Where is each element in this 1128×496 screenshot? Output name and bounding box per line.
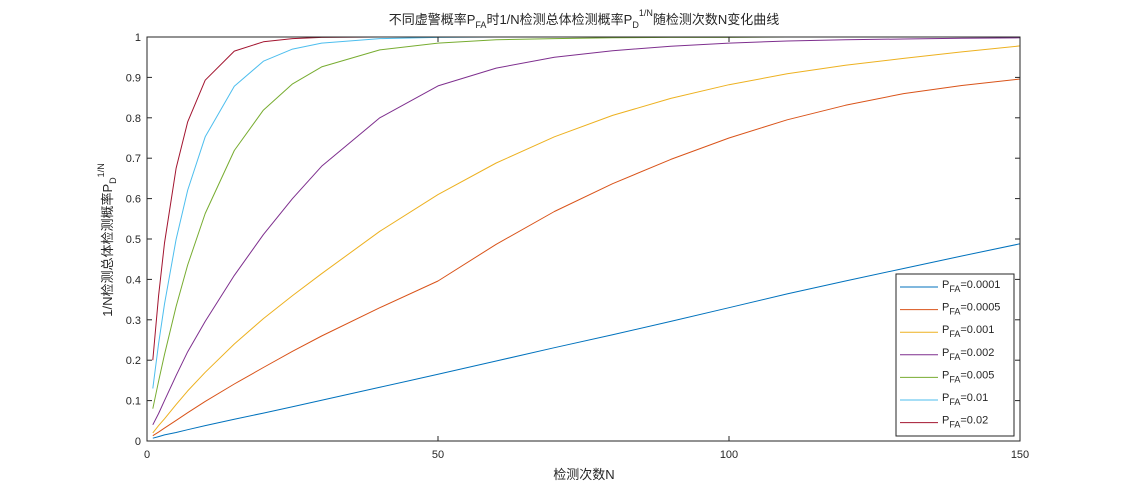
legend-label-2: PFA=0.0005 — [942, 302, 1000, 317]
series-line-2 — [152, 78, 1021, 437]
y-tick-label: 0.8 — [126, 113, 141, 125]
chart-title: 不同虚警概率PFA时1/N检测总体检测概率PD1/N随检测次数N变化曲线 — [389, 8, 780, 30]
legend-label-4: PFA=0.002 — [942, 347, 994, 362]
y-tick-label: 0.7 — [126, 153, 141, 165]
y-tick-label: 0.9 — [126, 72, 141, 84]
axis-ticks: 0 50 100 150 0 0.1 0.2 0.3 0.4 0.5 0.6 0.7 0.8 0.9 1 — [126, 32, 1029, 461]
legend: PFA=0.0001 PFA=0.0005 PFA=0.001 PFA=0.002 PF… — [895, 273, 1015, 437]
series-line-3 — [152, 45, 1021, 434]
y-tick-label: 0 — [135, 436, 141, 448]
y-tick-label: 0.2 — [126, 355, 141, 367]
y-tick-label: 0.5 — [126, 234, 141, 246]
y-tick-label: 0.4 — [126, 274, 141, 286]
legend-label-1: PFA=0.0001 — [942, 279, 1000, 294]
x-tick-label: 0 — [144, 449, 150, 461]
legend-label-6: PFA=0.01 — [942, 392, 988, 407]
x-tick-label: 150 — [1011, 449, 1029, 461]
legend-label-5: PFA=0.005 — [942, 369, 994, 384]
x-tick-label: 100 — [720, 449, 738, 461]
plot-area — [147, 37, 1020, 441]
y-tick-label: 0.3 — [126, 315, 141, 327]
y-tick-label: 0.6 — [126, 194, 141, 206]
legend-label-3: PFA=0.001 — [942, 324, 994, 339]
x-axis-label: 检测次数N — [553, 467, 614, 482]
x-tick-label: 50 — [432, 449, 444, 461]
series-line-1 — [152, 243, 1021, 439]
series-line-4 — [152, 37, 1021, 426]
y-tick-label: 1 — [135, 32, 141, 44]
y-tick-label: 0.1 — [126, 396, 141, 408]
y-axis-label: 1/N检测总体检测概率PD1/N — [96, 163, 118, 316]
legend-label-7: PFA=0.02 — [942, 415, 988, 430]
